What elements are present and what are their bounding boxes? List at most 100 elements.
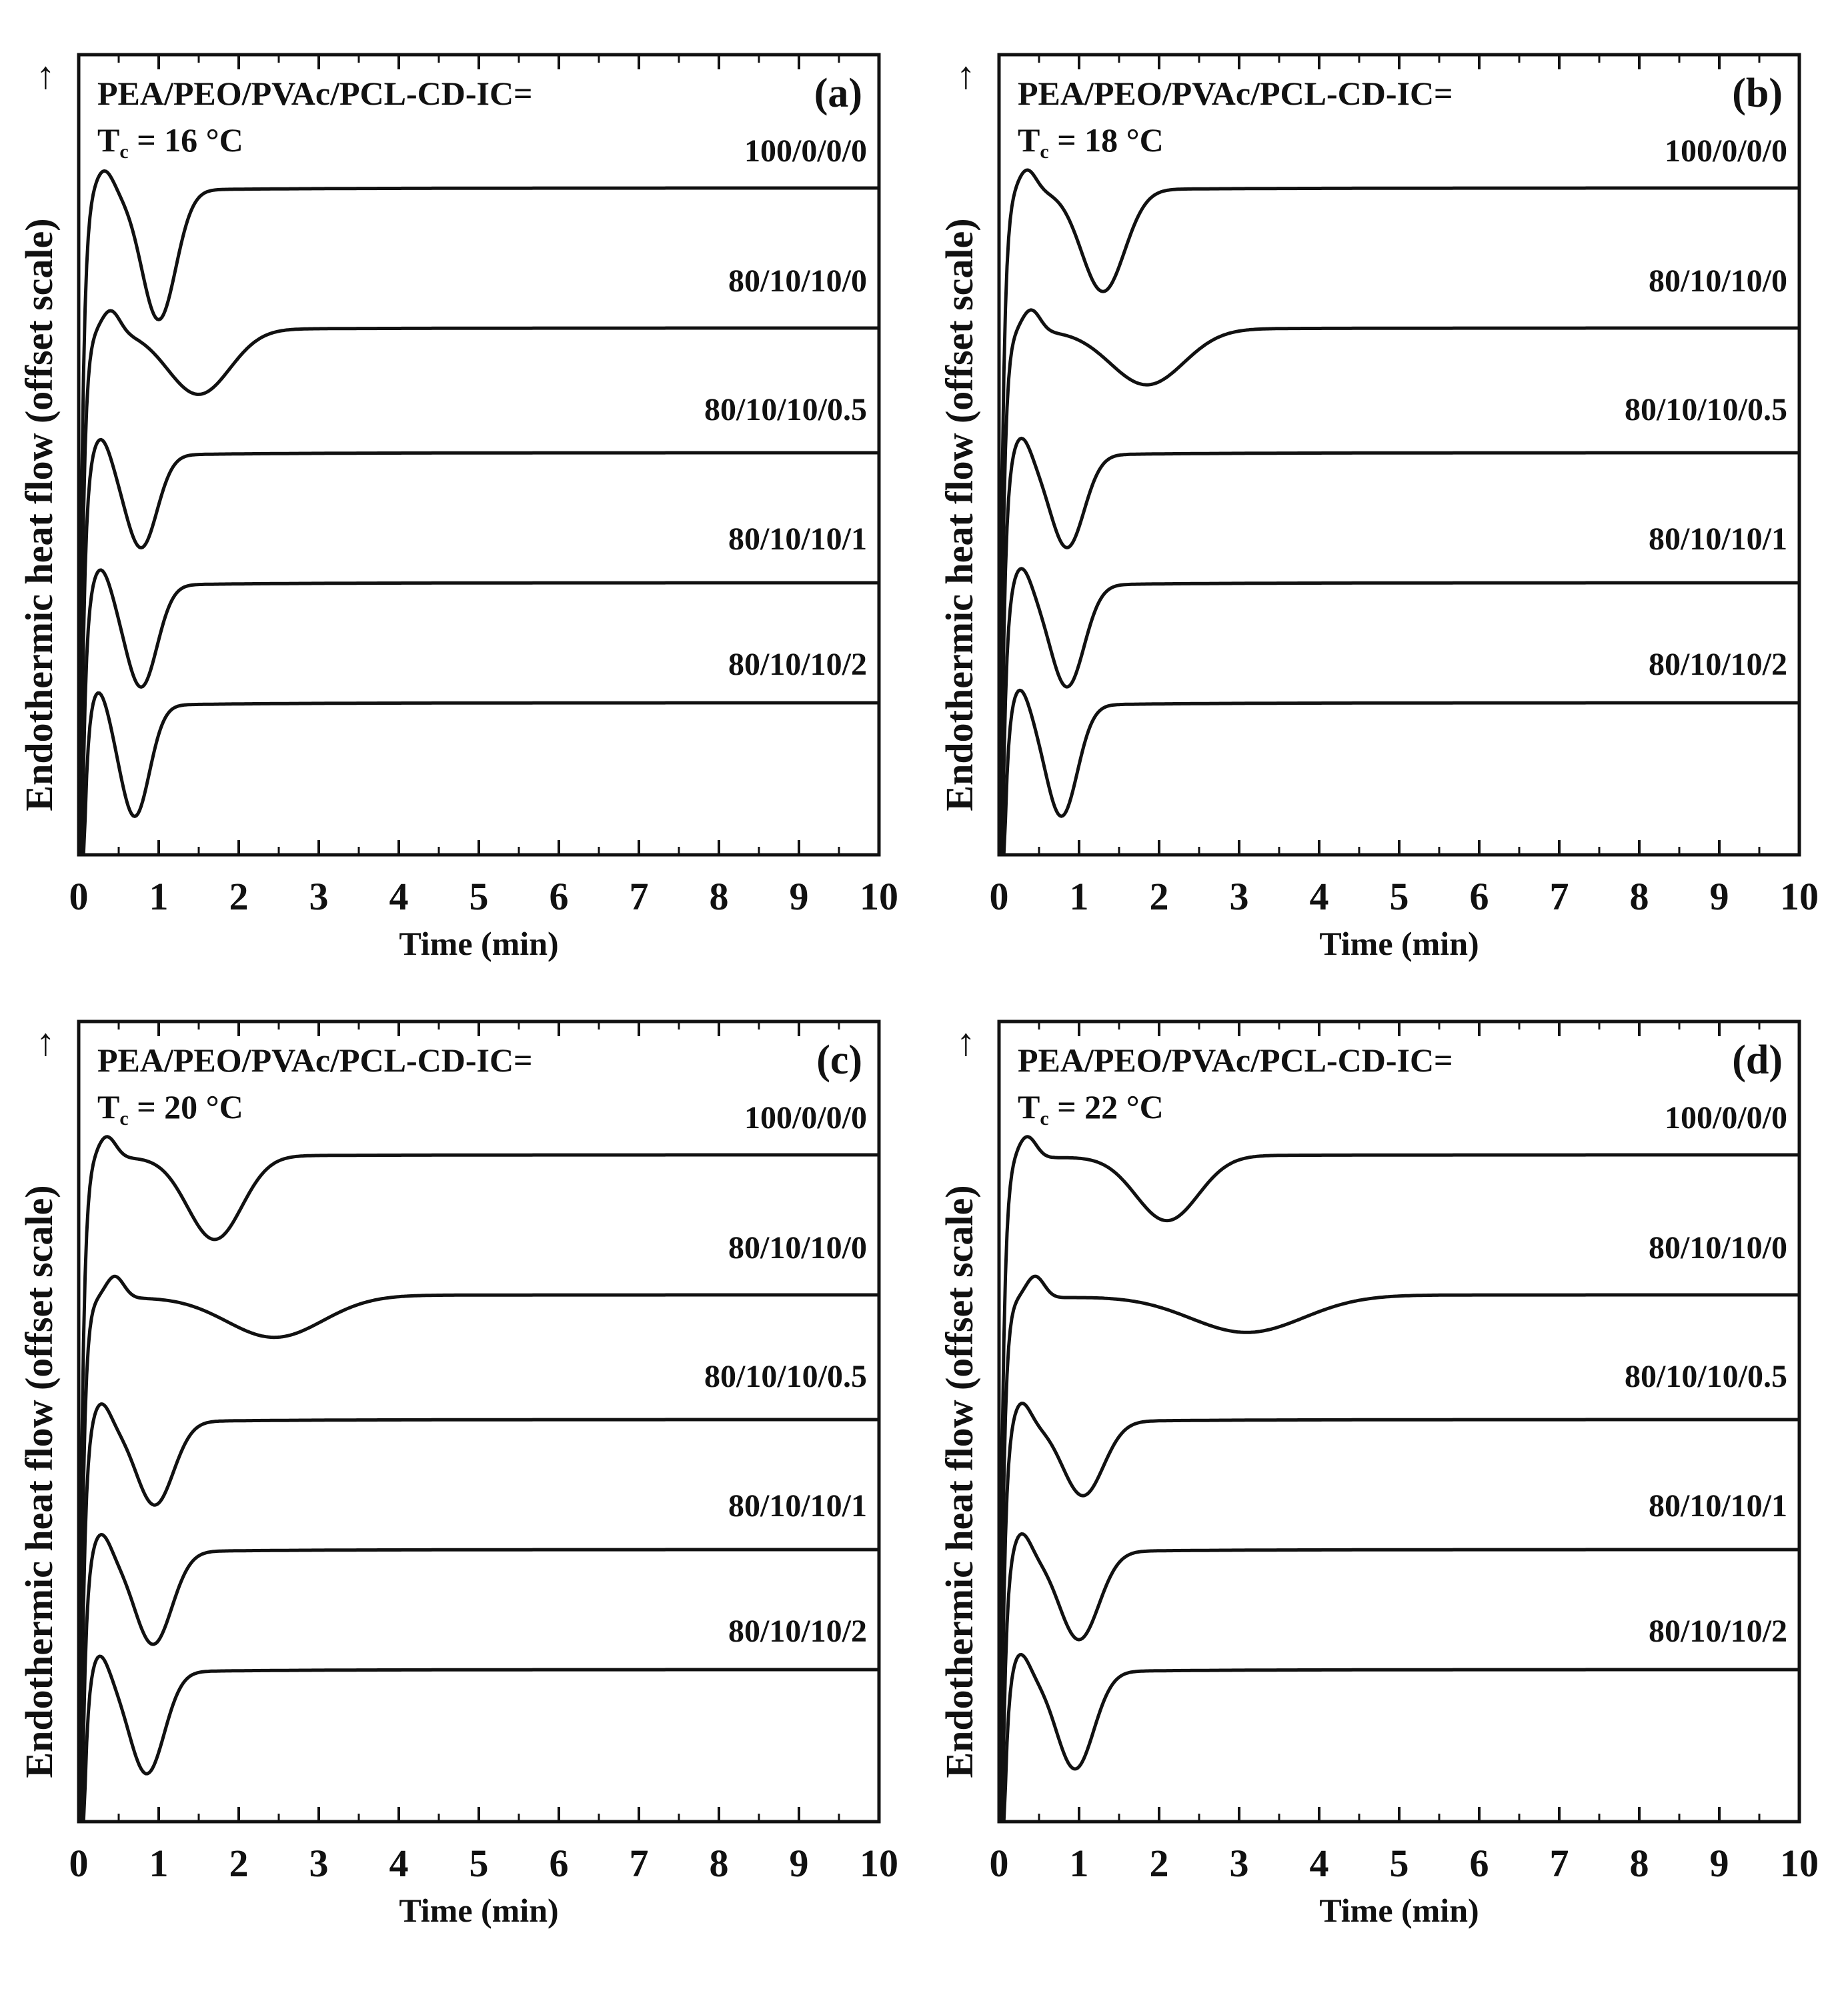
subtitle-value: = 18 °C bbox=[1049, 121, 1164, 159]
series-label: 80/10/10/2 bbox=[1649, 647, 1787, 682]
series-label: 100/0/0/0 bbox=[744, 133, 867, 169]
x-tick-label: 8 bbox=[710, 875, 729, 918]
y-axis-label: Endothermic heat flow (offset scale) bbox=[938, 1185, 981, 1778]
series-line-80/10/10/0.5 bbox=[78, 437, 880, 857]
series-label: 80/10/10/1 bbox=[728, 521, 867, 557]
x-tick-label: 6 bbox=[550, 1842, 569, 1885]
x-tick-label: 4 bbox=[1310, 1842, 1329, 1885]
series-line-80/10/10/0 bbox=[997, 308, 1800, 855]
x-tick-label: 6 bbox=[1470, 1842, 1489, 1885]
series-label: 80/10/10/2 bbox=[728, 647, 867, 682]
x-tick-label: 9 bbox=[790, 875, 809, 918]
panel-label: (c) bbox=[816, 1038, 862, 1083]
series-line-80/10/10/0 bbox=[77, 309, 880, 855]
chart-subtitle: Tc = 16 °C bbox=[97, 121, 243, 163]
chart-subtitle: Tc = 20 °C bbox=[97, 1088, 243, 1130]
subtitle-symbol: T bbox=[97, 121, 119, 159]
panel-c: 0 1 2 3 4 5 6 7 8 9 10 Time (min) Endothermic heat f… bbox=[17, 1020, 898, 1929]
x-tick-label: 8 bbox=[710, 1842, 729, 1885]
x-tick-label: 9 bbox=[790, 1842, 809, 1885]
x-tick-label: 7 bbox=[630, 875, 649, 918]
x-tick-label: 9 bbox=[1710, 1842, 1729, 1885]
x-tick-label: 1 bbox=[149, 1842, 169, 1885]
series-label: 100/0/0/0 bbox=[1665, 1100, 1787, 1136]
series-label: 80/10/10/0.5 bbox=[1625, 392, 1787, 427]
x-tick-label: 5 bbox=[1390, 1842, 1409, 1885]
series-label: 80/10/10/1 bbox=[1649, 1488, 1787, 1524]
x-tick-label: 1 bbox=[1070, 1842, 1089, 1885]
series-label: 80/10/10/2 bbox=[1649, 1614, 1787, 1649]
series-line-100/0/0/0 bbox=[77, 169, 880, 855]
series-label: 80/10/10/2 bbox=[728, 1614, 867, 1649]
x-tick-label: 10 bbox=[1780, 875, 1819, 918]
plot-frame bbox=[77, 1020, 881, 1824]
series-line-80/10/10/0.5 bbox=[998, 436, 1800, 857]
series-line-80/10/10/2 bbox=[998, 688, 1800, 857]
x-tick-label: 10 bbox=[860, 1842, 898, 1885]
x-tick-label: 2 bbox=[229, 1842, 249, 1885]
x-tick-label: 7 bbox=[1550, 1842, 1569, 1885]
x-tick-label: 3 bbox=[309, 1842, 329, 1885]
series-line-80/10/10/0.5 bbox=[78, 1402, 880, 1824]
panel-a: 0 1 2 3 4 5 6 7 8 9 10 Time (min) Endothermic heat f… bbox=[17, 53, 898, 962]
chart-title: PEA/PEO/PVAc/PCL-CD-IC= bbox=[1018, 75, 1453, 112]
chart-title: PEA/PEO/PVAc/PCL-CD-IC= bbox=[1018, 1042, 1453, 1079]
x-axis-label: Time (min) bbox=[399, 925, 558, 962]
x-tick-label: 10 bbox=[860, 875, 898, 918]
plot-frame bbox=[997, 1020, 1801, 1824]
x-tick-label: 4 bbox=[389, 875, 409, 918]
x-tick-label: 7 bbox=[630, 1842, 649, 1885]
chart-subtitle: Tc = 22 °C bbox=[1018, 1088, 1164, 1130]
series-line-80/10/10/1 bbox=[998, 567, 1800, 857]
series-line-80/10/10/2 bbox=[998, 1653, 1800, 1824]
series-label: 80/10/10/1 bbox=[728, 1488, 867, 1524]
chart-title: PEA/PEO/PVAc/PCL-CD-IC= bbox=[97, 75, 533, 112]
series-line-80/10/10/2 bbox=[78, 691, 880, 857]
x-axis-label: Time (min) bbox=[399, 1892, 558, 1929]
series-line-100/0/0/0 bbox=[997, 168, 1800, 855]
series-line-80/10/10/0 bbox=[77, 1274, 880, 1822]
subtitle-symbol: T bbox=[1018, 1088, 1040, 1126]
subtitle-subscript: c bbox=[119, 141, 128, 163]
series-label: 80/10/10/0 bbox=[1649, 1230, 1787, 1266]
subtitle-symbol: T bbox=[1018, 121, 1040, 159]
panel-label: (a) bbox=[814, 71, 862, 116]
x-tick-label: 0 bbox=[990, 875, 1009, 918]
series-label: 80/10/10/1 bbox=[1649, 521, 1787, 557]
series-line-80/10/10/0.5 bbox=[998, 1402, 1800, 1824]
x-tick-label: 8 bbox=[1630, 1842, 1649, 1885]
series-label: 80/10/10/0.5 bbox=[704, 392, 867, 427]
series-line-80/10/10/0 bbox=[997, 1274, 1800, 1822]
x-tick-label: 2 bbox=[229, 875, 249, 918]
panel-d: 0 1 2 3 4 5 6 7 8 9 10 Time (min) Endothermic heat f… bbox=[938, 1020, 1819, 1929]
x-tick-label: 3 bbox=[309, 875, 329, 918]
x-tick-label: 1 bbox=[149, 875, 169, 918]
x-tick-label: 3 bbox=[1230, 1842, 1249, 1885]
x-tick-label: 5 bbox=[1390, 875, 1409, 918]
x-tick-label: 4 bbox=[1310, 875, 1329, 918]
x-axis-label: Time (min) bbox=[1319, 1892, 1479, 1929]
series-label: 80/10/10/0 bbox=[1649, 263, 1787, 299]
y-axis-label: Endothermic heat flow (offset scale) bbox=[938, 218, 981, 811]
x-tick-label: 1 bbox=[1070, 875, 1089, 918]
y-axis-label: Endothermic heat flow (offset scale) bbox=[17, 1185, 61, 1778]
x-tick-label: 3 bbox=[1230, 875, 1249, 918]
subtitle-subscript: c bbox=[1040, 1108, 1048, 1130]
chart-title: PEA/PEO/PVAc/PCL-CD-IC= bbox=[97, 1042, 533, 1079]
y-axis-arrow: → bbox=[17, 59, 61, 97]
x-tick-label: 4 bbox=[389, 1842, 409, 1885]
series-label: 80/10/10/0 bbox=[728, 1230, 867, 1266]
series-line-80/10/10/1 bbox=[78, 1533, 880, 1824]
series-line-80/10/10/1 bbox=[78, 568, 880, 857]
x-tick-label: 8 bbox=[1630, 875, 1649, 918]
series-label: 100/0/0/0 bbox=[1665, 133, 1787, 169]
subtitle-value: = 20 °C bbox=[129, 1088, 243, 1126]
subtitle-value: = 16 °C bbox=[129, 121, 243, 159]
x-tick-label: 10 bbox=[1780, 1842, 1819, 1885]
y-axis-arrow: → bbox=[17, 1026, 61, 1064]
y-axis-label: Endothermic heat flow (offset scale) bbox=[17, 218, 61, 811]
series-line-80/10/10/2 bbox=[78, 1654, 880, 1824]
series-label: 80/10/10/0.5 bbox=[704, 1359, 867, 1394]
series-line-80/10/10/1 bbox=[998, 1532, 1800, 1824]
